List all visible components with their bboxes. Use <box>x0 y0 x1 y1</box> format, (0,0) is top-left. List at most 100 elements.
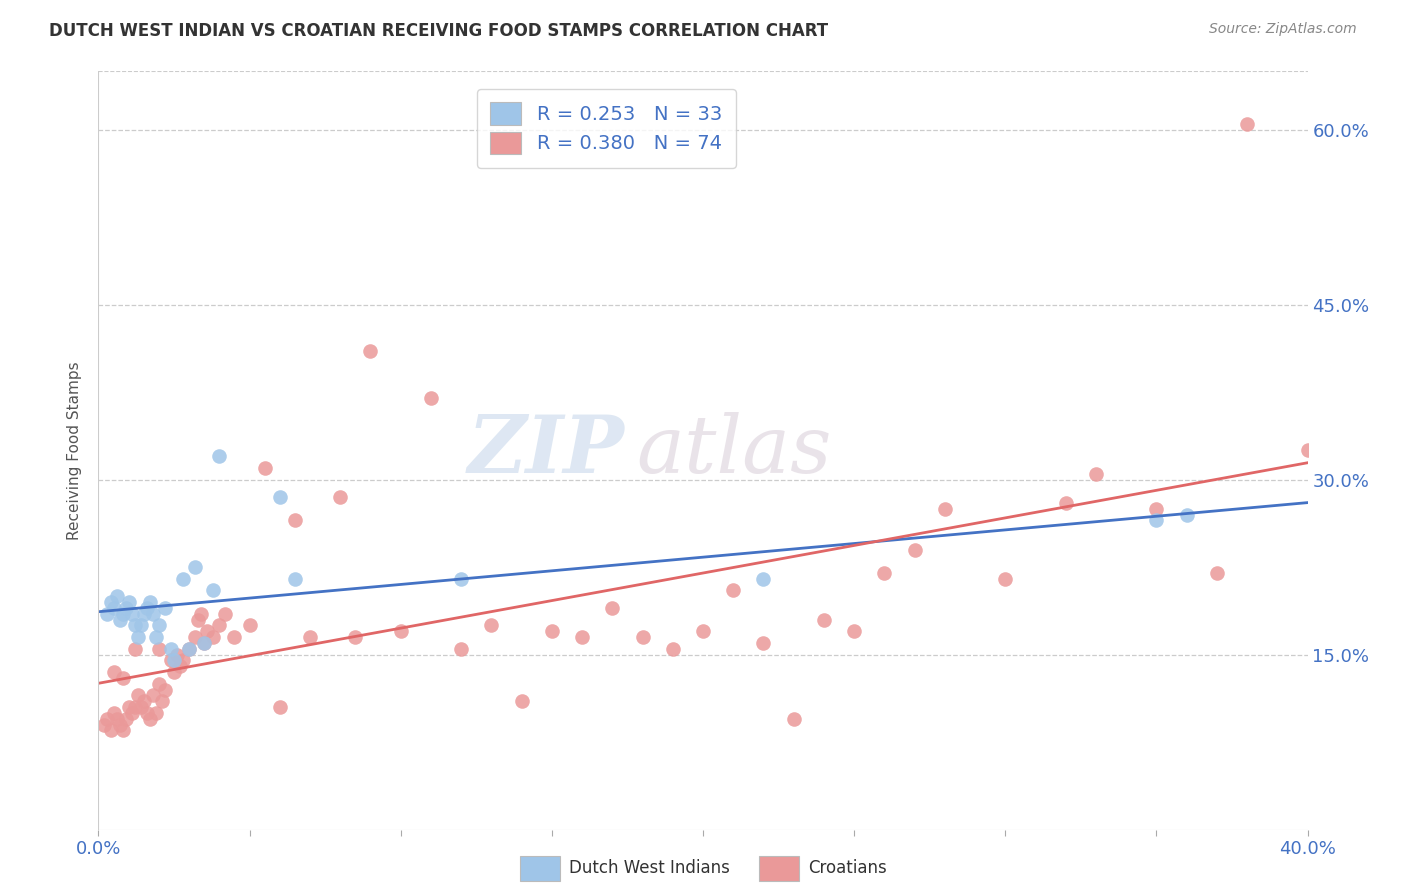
Point <box>193 636 215 650</box>
Point <box>100 595 122 609</box>
Point <box>284 513 307 527</box>
Point <box>93 717 115 731</box>
Point <box>571 630 593 644</box>
Point <box>179 641 201 656</box>
Point <box>540 624 562 639</box>
Point <box>114 601 136 615</box>
Point <box>450 572 472 586</box>
Point <box>103 601 125 615</box>
Point <box>145 630 167 644</box>
Point <box>111 671 134 685</box>
Text: Dutch West Indians: Dutch West Indians <box>569 859 730 877</box>
Point <box>214 607 236 621</box>
Point <box>179 641 201 656</box>
Point <box>184 560 207 574</box>
Point <box>160 641 183 656</box>
Point <box>132 607 155 621</box>
Point <box>153 601 176 615</box>
Point <box>166 648 188 662</box>
Point <box>132 694 155 708</box>
Point <box>284 572 307 586</box>
Point <box>208 450 231 464</box>
Point <box>723 583 745 598</box>
Point <box>813 613 835 627</box>
Point <box>163 653 186 667</box>
Point <box>172 653 194 667</box>
Point <box>360 344 382 359</box>
Point <box>129 700 152 714</box>
Point <box>239 618 262 632</box>
Point <box>184 630 207 644</box>
Point <box>148 618 170 632</box>
Point <box>994 572 1017 586</box>
Point <box>145 706 167 720</box>
Point <box>96 607 118 621</box>
Point <box>602 601 624 615</box>
Point <box>1296 443 1319 458</box>
Point <box>1206 566 1229 580</box>
Point <box>169 659 191 673</box>
Point <box>904 542 927 557</box>
Point <box>934 501 956 516</box>
Point <box>160 653 183 667</box>
Point <box>1236 117 1258 131</box>
Point <box>118 595 141 609</box>
Point <box>129 618 152 632</box>
Point <box>193 636 215 650</box>
Point <box>100 723 122 738</box>
Point <box>187 613 209 627</box>
Point <box>1054 496 1077 510</box>
Point <box>121 706 143 720</box>
Point <box>150 694 173 708</box>
Point <box>269 490 291 504</box>
Point <box>752 636 775 650</box>
Point <box>752 572 775 586</box>
Point <box>127 630 149 644</box>
Point <box>135 706 157 720</box>
Point <box>142 689 165 703</box>
Point <box>96 712 118 726</box>
Point <box>139 595 162 609</box>
Point <box>224 630 246 644</box>
Point <box>142 607 165 621</box>
Point <box>124 618 146 632</box>
Point <box>873 566 896 580</box>
Point <box>111 723 134 738</box>
Y-axis label: Receiving Food Stamps: Receiving Food Stamps <box>67 361 83 540</box>
Point <box>195 624 218 639</box>
Point <box>135 601 157 615</box>
Point <box>190 607 212 621</box>
Point <box>208 618 231 632</box>
Point <box>202 630 225 644</box>
Point <box>329 490 352 504</box>
Point <box>1085 467 1108 481</box>
Point <box>148 641 170 656</box>
Point <box>1144 513 1167 527</box>
Point <box>103 706 125 720</box>
Point <box>118 700 141 714</box>
Point <box>253 461 276 475</box>
Legend: R = 0.253   N = 33, R = 0.380   N = 74: R = 0.253 N = 33, R = 0.380 N = 74 <box>477 88 735 168</box>
Point <box>121 607 143 621</box>
Point <box>344 630 367 644</box>
Text: Source: ZipAtlas.com: Source: ZipAtlas.com <box>1209 22 1357 37</box>
Point <box>481 618 503 632</box>
Point <box>661 641 683 656</box>
Point <box>105 589 128 603</box>
Point <box>127 689 149 703</box>
Point <box>1175 508 1198 522</box>
Text: DUTCH WEST INDIAN VS CROATIAN RECEIVING FOOD STAMPS CORRELATION CHART: DUTCH WEST INDIAN VS CROATIAN RECEIVING … <box>49 22 828 40</box>
Point <box>148 677 170 691</box>
Point <box>450 641 472 656</box>
Point <box>389 624 412 639</box>
Point <box>692 624 714 639</box>
Point <box>139 712 162 726</box>
Point <box>163 665 186 679</box>
Point <box>269 700 291 714</box>
Point <box>105 712 128 726</box>
Text: Croatians: Croatians <box>808 859 887 877</box>
Point <box>153 682 176 697</box>
Point <box>124 700 146 714</box>
Point <box>103 665 125 679</box>
Point <box>108 717 131 731</box>
